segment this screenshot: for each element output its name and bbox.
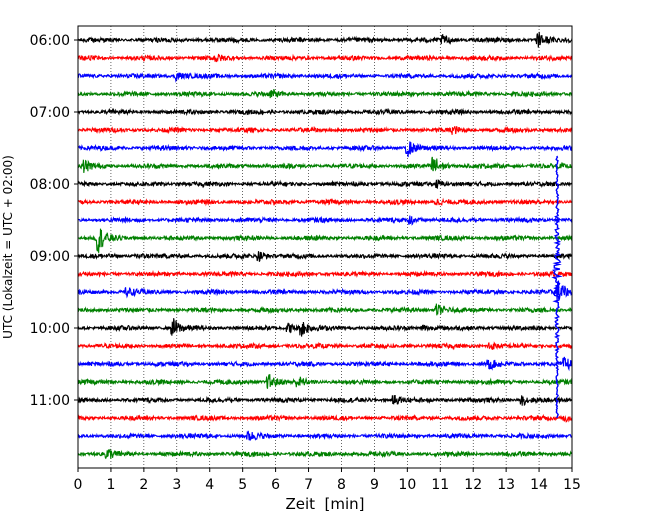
trace-0815 xyxy=(77,197,573,207)
trace-1015 xyxy=(77,341,573,351)
trace-0900 xyxy=(77,251,573,262)
trace-1100 xyxy=(77,395,573,406)
x-tick-label: 13 xyxy=(497,477,515,493)
trace-0945 xyxy=(77,303,573,316)
trace-1145 xyxy=(77,448,573,460)
y-axis-label: UTC (Lokalzeit = UTC + 02:00) xyxy=(1,155,15,339)
y-tick-label: 09:00 xyxy=(30,249,70,265)
trace-0630 xyxy=(77,71,573,83)
trace-1130 xyxy=(77,430,573,441)
x-tick-label: 2 xyxy=(139,477,148,493)
x-tick-label: 12 xyxy=(464,477,482,493)
y-tick-label: 07:00 xyxy=(30,105,70,121)
trace-0800 xyxy=(77,179,573,190)
trace-0730 xyxy=(77,141,573,158)
trace-1000 xyxy=(77,318,573,337)
x-tick-label: 14 xyxy=(530,477,548,493)
x-tick-label: 7 xyxy=(304,477,313,493)
x-tick-label: 6 xyxy=(271,477,280,493)
y-tick-label: 10:00 xyxy=(30,321,70,337)
x-tick-label: 15 xyxy=(563,477,581,493)
y-tick-label: 08:00 xyxy=(30,177,70,193)
trace-0845 xyxy=(77,228,573,253)
x-tick-label: 4 xyxy=(205,477,214,493)
x-tick-label: 3 xyxy=(172,477,181,493)
trace-0930 xyxy=(77,280,573,303)
axis-ticks: 0 1 2 3 4 5 6 7 8 9 10 11 12 13 14 1506:0007:0008:0009:… xyxy=(30,33,581,493)
y-tick-label: 06:00 xyxy=(30,33,70,49)
trace-0715 xyxy=(77,125,573,135)
trace-0645 xyxy=(77,88,573,99)
x-tick-label: 0 xyxy=(74,477,83,493)
x-tick-label: 1 xyxy=(106,477,115,493)
trace-0745 xyxy=(77,156,573,173)
trace-group xyxy=(77,31,573,460)
x-tick-label: 8 xyxy=(337,477,346,493)
large-event-spike xyxy=(551,155,563,419)
trace-1045 xyxy=(77,374,573,389)
trace-1115 xyxy=(77,413,573,423)
plot-frame xyxy=(77,25,573,469)
y-tick-label: 11:00 xyxy=(30,393,70,409)
x-tick-label: 11 xyxy=(431,477,449,493)
x-tick-label: 10 xyxy=(398,477,416,493)
trace-0615 xyxy=(77,53,573,63)
trace-1030 xyxy=(77,356,573,372)
trace-0830 xyxy=(77,215,573,226)
trace-0600 xyxy=(77,31,573,48)
trace-0700 xyxy=(77,107,573,117)
x-tick-label: 5 xyxy=(238,477,247,493)
x-axis-label: Zeit [min] xyxy=(285,495,364,513)
x-tick-label: 9 xyxy=(370,477,379,493)
trace-0915 xyxy=(77,269,573,279)
